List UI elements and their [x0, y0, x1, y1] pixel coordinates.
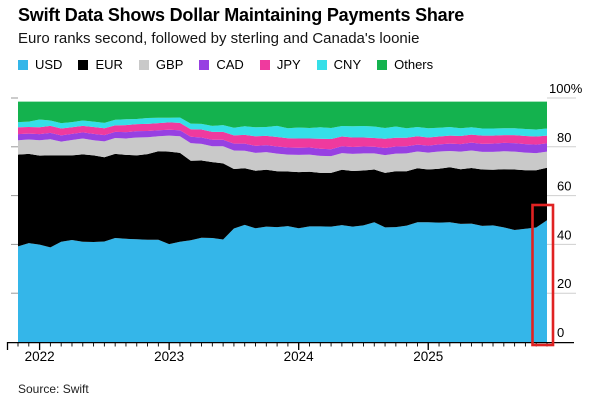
highlight-box	[531, 203, 555, 347]
legend-label-cny: CNY	[333, 57, 362, 72]
legend-item-gbp: GBP	[138, 57, 184, 72]
legend-swatch-others-icon	[377, 59, 388, 70]
legend-swatch-eur-icon	[78, 59, 89, 70]
area-usd	[18, 220, 547, 342]
legend-label-cad: CAD	[216, 57, 244, 72]
y-axis-label: 0	[557, 325, 564, 340]
legend-label-usd: USD	[35, 57, 63, 72]
legend-item-usd: USD	[18, 57, 62, 72]
chart-legend: USD EUR GBP CAD JPY CNY Others	[18, 57, 433, 72]
area-jpy	[18, 122, 547, 150]
legend-swatch-usd-icon	[18, 59, 28, 70]
legend-swatch-cad-icon	[199, 59, 210, 70]
y-axis-label: 100%	[549, 81, 583, 96]
chart-subtitle: Euro ranks second, followed by sterling …	[18, 30, 420, 47]
x-axis-label: 2022	[25, 349, 55, 364]
y-axis-label: 20	[557, 276, 571, 291]
legend-item-cny: CNY	[316, 57, 362, 72]
y-axis-label: 80	[557, 130, 571, 145]
legend-item-eur: EUR	[78, 57, 123, 72]
area-gbp	[18, 135, 547, 173]
legend-item-others: Others	[377, 57, 433, 72]
source-text: Source: Swift	[18, 382, 89, 396]
legend-swatch-gbp-icon	[138, 59, 149, 70]
area-others	[18, 101, 547, 130]
area-eur	[18, 151, 547, 248]
legend-label-jpy: JPY	[276, 57, 301, 72]
legend-item-cad: CAD	[199, 57, 244, 72]
y-axis-label: 60	[557, 179, 571, 194]
legend-label-gbp: GBP	[155, 57, 184, 72]
x-axis-label: 2024	[284, 349, 315, 364]
legend-item-jpy: JPY	[259, 57, 301, 72]
area-cad	[18, 129, 547, 157]
legend-swatch-cny-icon	[316, 59, 327, 70]
legend-label-others: Others	[394, 57, 434, 72]
legend-label-eur: EUR	[95, 57, 123, 72]
x-axis-label: 2023	[154, 349, 184, 364]
chart-title: Swift Data Shows Dollar Maintaining Paym…	[18, 5, 465, 25]
y-axis-label: 40	[557, 227, 571, 242]
legend-swatch-jpy-icon	[259, 59, 270, 70]
x-axis-label: 2025	[413, 349, 443, 364]
area-cny	[18, 117, 547, 139]
